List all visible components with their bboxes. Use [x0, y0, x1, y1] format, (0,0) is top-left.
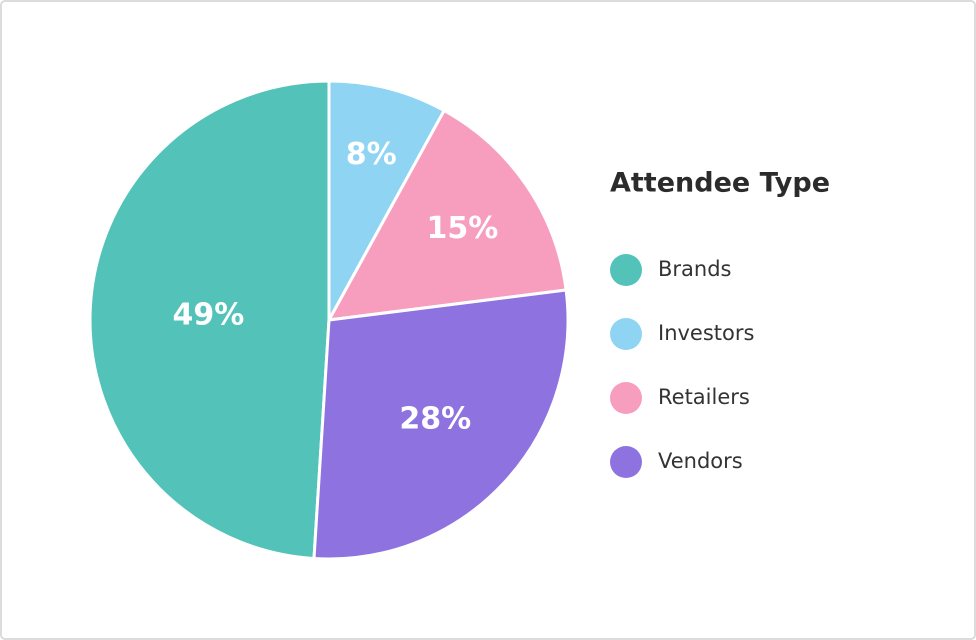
legend-label: Brands: [658, 257, 732, 281]
legend-label: Retailers: [658, 385, 750, 409]
pie-slice: [327, 79, 446, 322]
slice-label: 49%: [172, 298, 244, 333]
slice-label: 15%: [427, 211, 499, 246]
slice-label: 8%: [346, 137, 397, 172]
legend-swatch: [610, 254, 642, 286]
legend-swatch: [610, 382, 642, 414]
pie-slice: [312, 288, 570, 561]
pie-slice: [327, 109, 568, 322]
slice-label: 28%: [399, 401, 471, 436]
legend-label: Investors: [658, 321, 754, 345]
legend-swatch: [610, 318, 642, 350]
pie-slice: [88, 79, 331, 561]
legend-label: Vendors: [658, 449, 743, 473]
legend-title: Attendee Type: [610, 168, 830, 199]
legend-swatch: [610, 446, 642, 478]
